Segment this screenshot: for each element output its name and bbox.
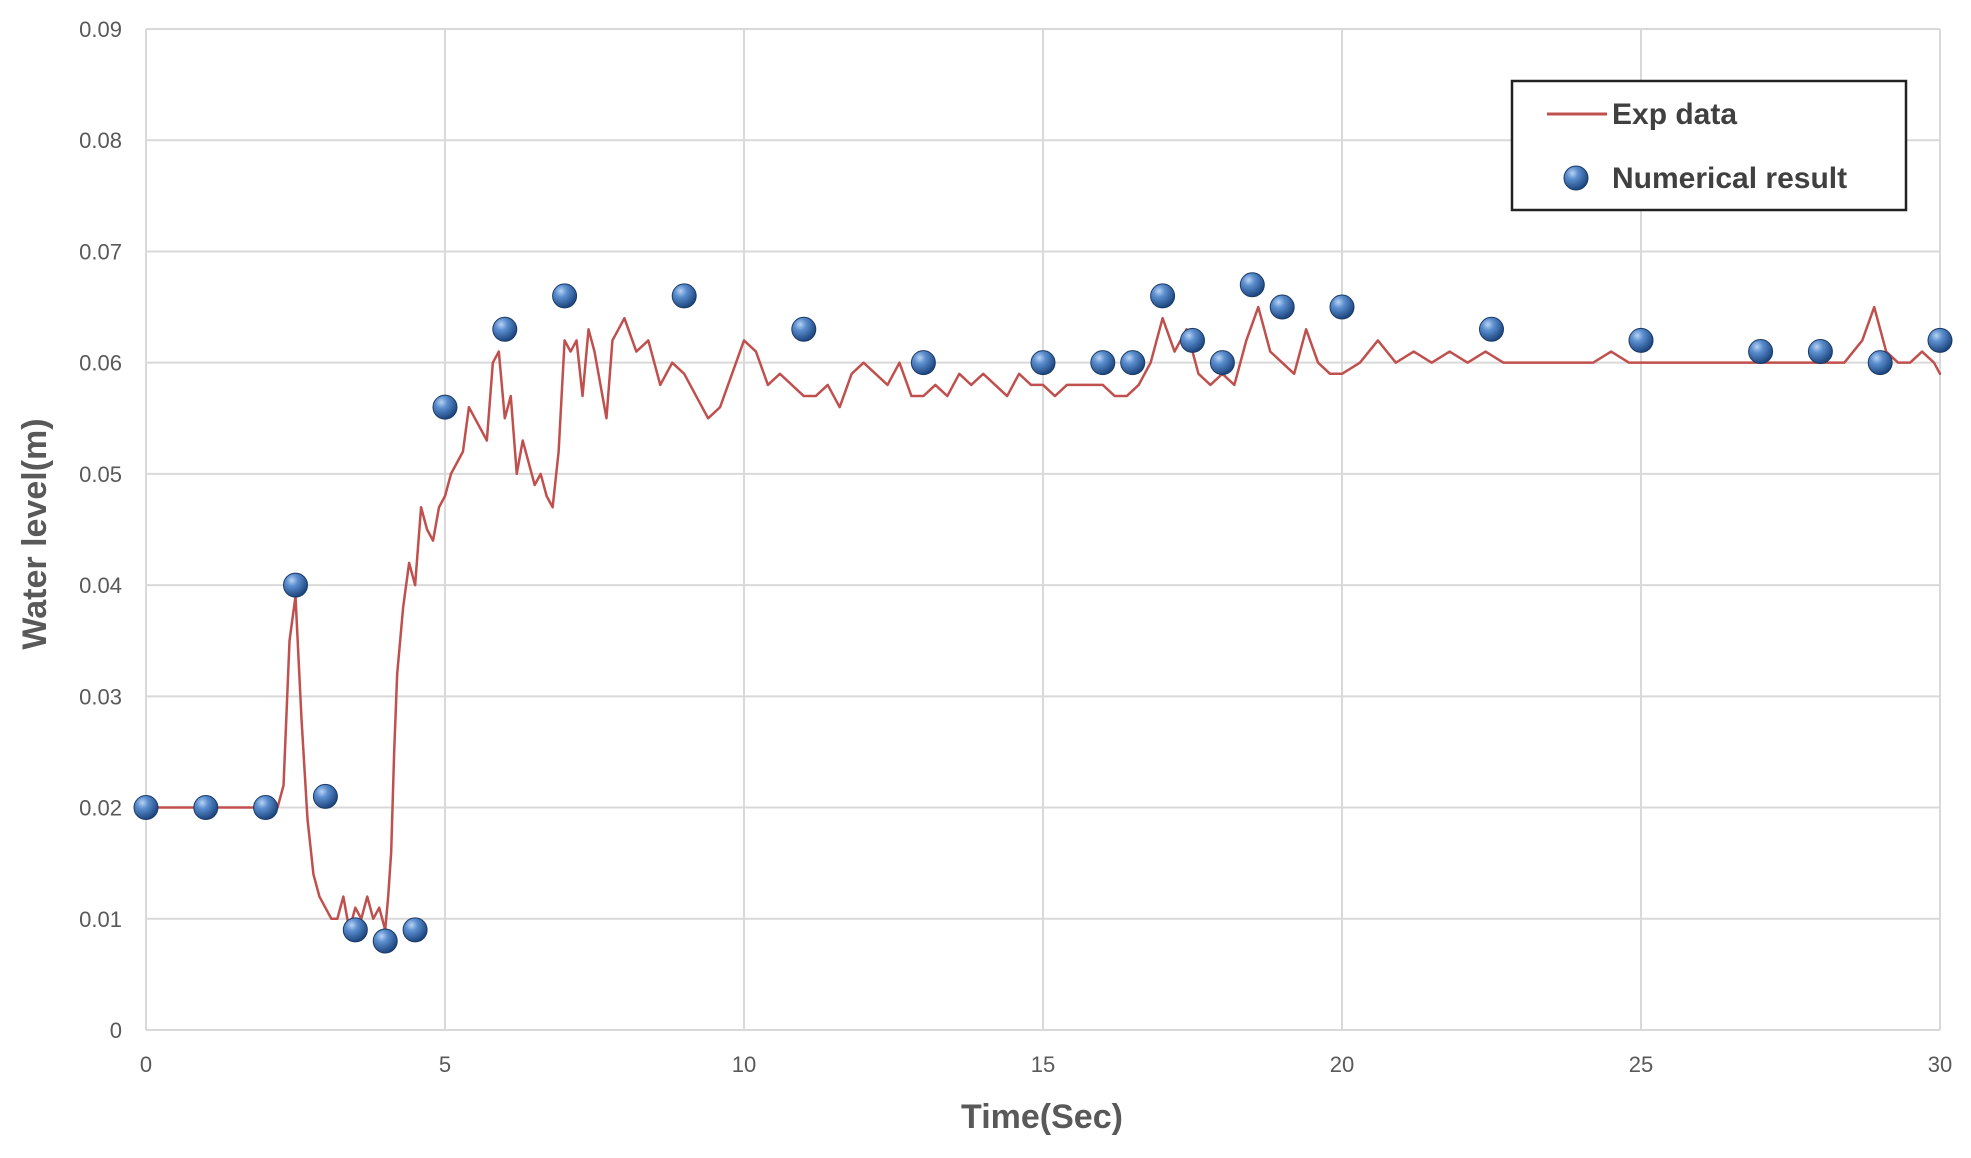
numerical-result-point	[1748, 339, 1774, 365]
numerical-result-point	[1150, 283, 1176, 309]
numerical-result-point	[492, 316, 518, 342]
x-tick-label: 30	[1928, 1052, 1952, 1077]
numerical-result-point	[1239, 272, 1265, 298]
numerical-result-point	[552, 283, 578, 309]
legend: Exp data Numerical result	[1510, 79, 1908, 212]
numerical-result-point	[671, 283, 697, 309]
numerical-result-point	[372, 928, 398, 954]
x-tick-label: 20	[1330, 1052, 1354, 1077]
numerical-result-point	[1927, 327, 1953, 353]
legend-numerical-marker-icon	[1563, 165, 1589, 191]
y-tick-label: 0.04	[79, 573, 122, 598]
y-tick-label: 0.07	[79, 239, 122, 264]
x-tick-label: 5	[439, 1052, 451, 1077]
numerical-result-point	[1120, 350, 1146, 376]
numerical-result-point	[1269, 294, 1295, 320]
numerical-result-point	[1479, 316, 1504, 342]
x-tick-label: 25	[1629, 1052, 1653, 1077]
legend-numerical-label: Numerical result	[1612, 162, 1847, 195]
x-tick-label: 10	[732, 1052, 756, 1077]
numerical-result-point	[342, 917, 368, 943]
y-tick-label: 0.03	[79, 684, 122, 709]
numerical-result-point	[402, 917, 428, 943]
exp-data-line	[144, 305, 1942, 932]
y-tick-label: 0	[110, 1018, 122, 1043]
x-tick-label: 0	[140, 1052, 152, 1077]
numerical-result-point	[1030, 350, 1056, 376]
numerical-result-point	[283, 572, 308, 598]
tick-labels: 0 0.01 0.02 0.03 0.04 0.05 0.06 0.07 0.08 0.09 0 5 1…	[79, 17, 1952, 1077]
y-tick-label: 0.08	[79, 128, 122, 153]
numerical-result-point	[253, 795, 279, 821]
numerical-result-point	[1867, 350, 1893, 376]
numerical-result-point	[910, 350, 936, 376]
series-group	[144, 305, 1942, 932]
legend-exp-label: Exp data	[1612, 98, 1737, 131]
y-tick-label: 0.01	[79, 907, 122, 932]
y-tick-label: 0.09	[79, 17, 122, 42]
y-axis-title: Water level(m)	[16, 418, 54, 649]
numerical-result-point	[193, 795, 219, 821]
y-tick-label: 0.02	[79, 796, 122, 821]
numerical-result-point	[1628, 327, 1654, 353]
y-tick-label: 0.06	[79, 351, 122, 376]
y-tick-label: 0.05	[79, 462, 122, 487]
numerical-result-point	[791, 316, 817, 342]
x-axis-title: Time(Sec)	[961, 1098, 1123, 1136]
numerical-result-point	[1807, 339, 1833, 365]
numerical-result-point	[1090, 350, 1116, 376]
numerical-result-point	[1180, 327, 1205, 353]
numerical-result-point	[432, 394, 458, 420]
numerical-result-points	[133, 272, 1953, 954]
numerical-result-point	[133, 795, 159, 821]
x-tick-label: 15	[1031, 1052, 1055, 1077]
numerical-result-point	[1209, 350, 1235, 376]
grid-lines	[145, 28, 1941, 1031]
numerical-result-point	[312, 783, 338, 809]
numerical-result-point	[1329, 294, 1355, 320]
